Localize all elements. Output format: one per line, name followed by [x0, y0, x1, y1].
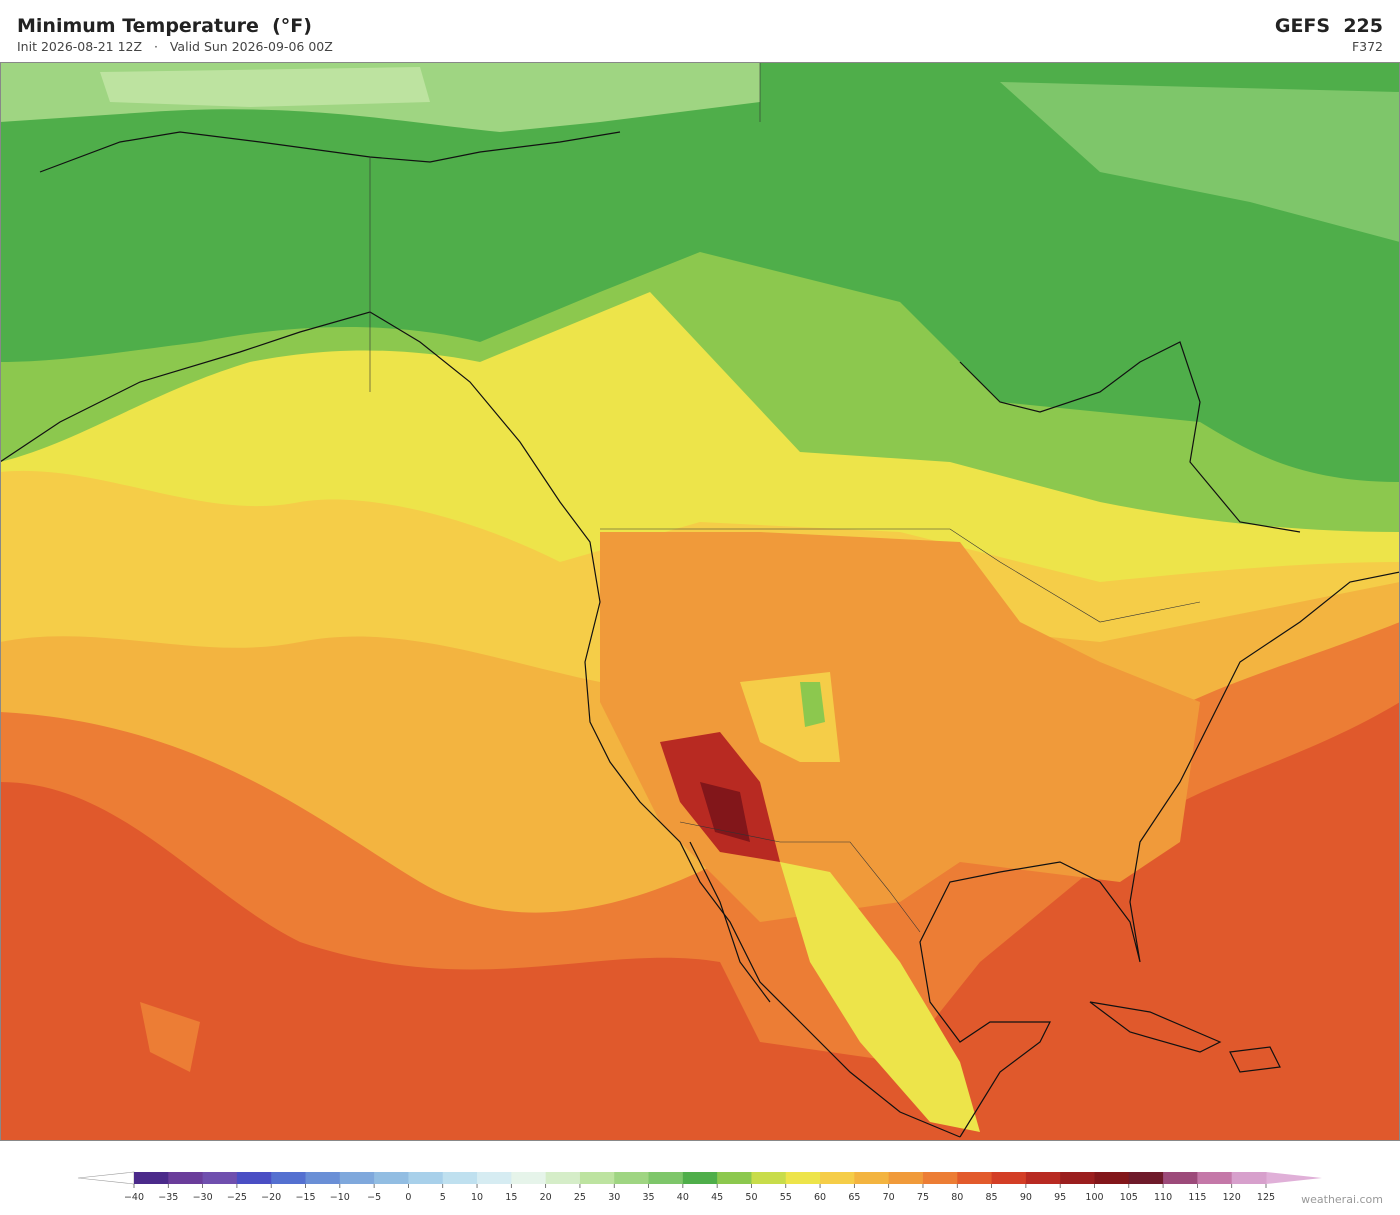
colorbar-swatch	[751, 1172, 787, 1184]
temperature-map	[0, 62, 1400, 1141]
colorbar-tick-label: −40	[124, 1192, 144, 1203]
gulf-atlantic-coast	[919, 571, 1400, 1138]
colorbar-tick-label: 65	[848, 1192, 860, 1203]
colorbar-tick-label: 105	[1120, 1192, 1138, 1203]
colorbar-tick-label: 0	[405, 1192, 411, 1203]
colorbar-tick-label: 110	[1154, 1192, 1172, 1203]
rockies-cool	[800, 682, 825, 727]
colorbar-swatch	[477, 1172, 512, 1184]
colorbar-swatch	[922, 1172, 958, 1184]
us-canada-border	[600, 528, 1201, 623]
colorbar-tick-label: 60	[814, 1192, 826, 1203]
colorbar-tick-label: 45	[711, 1192, 723, 1203]
credit: weatherai.com	[1301, 1193, 1383, 1206]
colorbar-tick-label: 20	[540, 1192, 552, 1203]
mexico-plateau	[780, 862, 980, 1132]
colorbar-tick-label: 5	[440, 1192, 446, 1203]
colorbar-swatch	[1197, 1172, 1233, 1184]
colorbar-swatch	[1060, 1172, 1095, 1184]
colorbar-tick-label: −25	[227, 1192, 247, 1203]
colorbar-swatch	[236, 1172, 272, 1184]
colorbar-swatch	[957, 1172, 993, 1184]
colorbar-swatch	[717, 1172, 752, 1184]
colorbar-swatch	[339, 1172, 375, 1184]
colorbar-tick-label: 10	[471, 1192, 483, 1203]
colorbar-swatch	[271, 1172, 307, 1184]
colorbar-swatch	[202, 1172, 238, 1184]
colorbar-tick-label: 100	[1085, 1192, 1103, 1203]
colorbar-tick-label: 35	[642, 1192, 654, 1203]
colorbar-swatch	[305, 1172, 341, 1184]
colorbar-swatch	[408, 1172, 444, 1184]
hudson-bay	[959, 341, 1301, 533]
colorbar-swatch	[545, 1172, 581, 1184]
colorbar-tick-label: −20	[261, 1192, 281, 1203]
map-title: Minimum Temperature (°F)	[17, 15, 312, 37]
colorbar-tick-label: 25	[574, 1192, 586, 1203]
colorbar-tick-label: −10	[330, 1192, 350, 1203]
colorbar-tick-label: 120	[1223, 1192, 1241, 1203]
colorbar-tick-label: 85	[986, 1192, 998, 1203]
colorbar-swatch	[991, 1172, 1027, 1184]
colorbar-swatch	[682, 1172, 718, 1184]
arctic-coolest	[100, 67, 430, 107]
colorbar-tick-label: 125	[1257, 1192, 1275, 1203]
colorbar-swatch	[374, 1172, 409, 1184]
colorbar: −40 −35 −30 −25 −20 −15 −10 −5 0 5 10 15 20 25 30 35 40 4…	[77, 1171, 1322, 1203]
forecast-hour: F372	[1351, 39, 1383, 54]
us-mexico-border	[679, 821, 921, 933]
colorbar-swatch	[511, 1172, 547, 1184]
model-name: GEFS 225	[1274, 15, 1383, 37]
caribbean	[1089, 1001, 1281, 1073]
borders	[369, 62, 1201, 933]
colorbar-tick-label: 90	[1020, 1192, 1032, 1203]
colorbar-swatch	[1094, 1172, 1130, 1184]
colorbar-tick-label: −30	[193, 1192, 213, 1203]
colorbar-swatch	[820, 1172, 855, 1184]
colorbar-swatch	[785, 1172, 821, 1184]
baja	[689, 841, 771, 1003]
colorbar-swatch	[1025, 1172, 1061, 1184]
desert-hottest	[700, 782, 750, 842]
band-40	[0, 62, 1400, 482]
colorbar-tick-label: 80	[951, 1192, 963, 1203]
colorbar-low-extend	[77, 1171, 135, 1185]
pacific-coast	[0, 311, 961, 1138]
colorbar-tick-label: 55	[780, 1192, 792, 1203]
colorbar-swatch	[648, 1172, 684, 1184]
colorbar-tick-label: 70	[883, 1192, 895, 1203]
colorbar-tick-label: 75	[917, 1192, 929, 1203]
colorbar-swatch	[888, 1172, 924, 1184]
colorbar-tick-label: −35	[158, 1192, 178, 1203]
colorbar-swatch	[168, 1172, 204, 1184]
colorbar-swatch	[442, 1172, 478, 1184]
colorbar-tick-label: −5	[367, 1192, 381, 1203]
colorbar-swatch	[1128, 1172, 1164, 1184]
colorbar-swatch	[134, 1172, 169, 1184]
colorbar-tick-label: 30	[608, 1192, 620, 1203]
colorbar-tick-label: −15	[295, 1192, 315, 1203]
colorbar-tick-label: 115	[1188, 1192, 1206, 1203]
colorbar-swatch	[1231, 1172, 1267, 1184]
colorbar-swatch	[854, 1172, 890, 1184]
colorbar-tick-label: 95	[1054, 1192, 1066, 1203]
alaska-border	[369, 62, 761, 392]
colorbar-tick-label: 40	[677, 1192, 689, 1203]
colorbar-swatch	[1163, 1172, 1198, 1184]
high-arctic	[1000, 82, 1400, 242]
colorbar-tick-label: 50	[745, 1192, 757, 1203]
hawaii	[140, 1002, 200, 1072]
colorbar-high-extend	[1266, 1172, 1322, 1184]
map-subtitle: Init 2026-08-21 12Z · Valid Sun 2026-09-…	[17, 39, 333, 54]
colorbar-swatch	[614, 1172, 650, 1184]
colorbar-tick-label: 15	[505, 1192, 517, 1203]
colorbar-swatch	[579, 1172, 615, 1184]
